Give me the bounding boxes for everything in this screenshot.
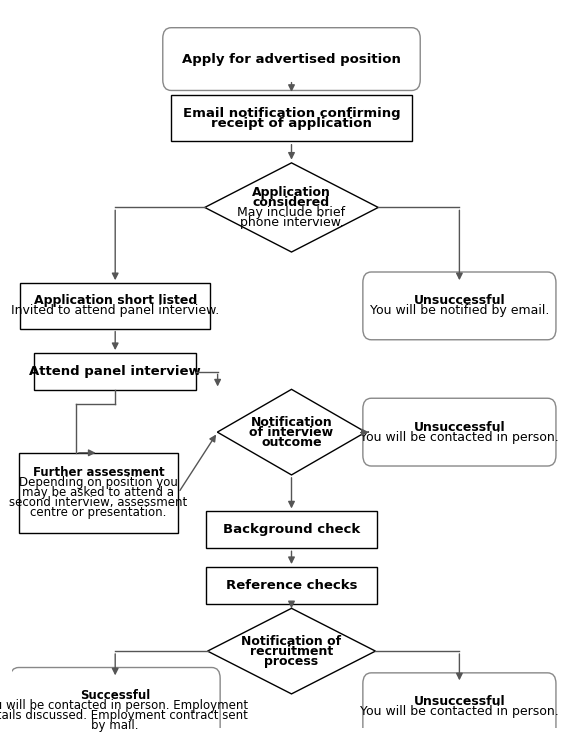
Text: Notification of: Notification of <box>241 635 342 648</box>
Text: by mail.: by mail. <box>92 718 139 732</box>
Text: Background check: Background check <box>223 523 360 536</box>
Text: considered: considered <box>253 196 330 209</box>
FancyBboxPatch shape <box>171 95 412 141</box>
Text: May include brief: May include brief <box>237 206 346 219</box>
FancyBboxPatch shape <box>363 272 556 340</box>
Text: Reference checks: Reference checks <box>226 579 357 592</box>
Text: Application short listed: Application short listed <box>34 294 197 308</box>
FancyBboxPatch shape <box>206 511 377 548</box>
FancyBboxPatch shape <box>20 282 210 329</box>
Text: You will be notified by email.: You will be notified by email. <box>370 305 549 317</box>
Text: Apply for advertised position: Apply for advertised position <box>182 53 401 65</box>
Text: Unsuccessful: Unsuccessful <box>413 695 505 708</box>
FancyBboxPatch shape <box>19 452 178 533</box>
Text: Invited to attend panel interview.: Invited to attend panel interview. <box>11 305 219 317</box>
Text: Unsuccessful: Unsuccessful <box>413 421 505 434</box>
Text: recruitment: recruitment <box>250 645 333 658</box>
Text: Successful: Successful <box>80 689 150 702</box>
Polygon shape <box>217 389 366 475</box>
FancyBboxPatch shape <box>363 673 556 741</box>
Text: You will be contacted in person. Employment: You will be contacted in person. Employm… <box>0 699 248 712</box>
Text: You will be contacted in person.: You will be contacted in person. <box>360 705 559 718</box>
Text: phone interview.: phone interview. <box>240 216 343 229</box>
Text: process: process <box>265 655 318 668</box>
FancyBboxPatch shape <box>206 567 377 604</box>
Text: Unsuccessful: Unsuccessful <box>413 294 505 308</box>
FancyBboxPatch shape <box>363 398 556 466</box>
Text: Attend panel interview: Attend panel interview <box>29 365 201 378</box>
Text: You will be contacted in person.: You will be contacted in person. <box>360 431 559 444</box>
Text: Email notification confirming: Email notification confirming <box>182 107 401 120</box>
Text: Depending on position you: Depending on position you <box>19 476 178 490</box>
Text: outcome: outcome <box>261 435 322 449</box>
Text: may be asked to attend a: may be asked to attend a <box>22 486 174 499</box>
Text: Further assessment: Further assessment <box>33 467 164 479</box>
Text: of interview: of interview <box>250 426 333 438</box>
Text: centre or presentation.: centre or presentation. <box>30 506 167 519</box>
Text: details discussed. Employment contract sent: details discussed. Employment contract s… <box>0 709 248 721</box>
Polygon shape <box>205 163 378 252</box>
Polygon shape <box>208 609 375 694</box>
Text: Notification: Notification <box>251 415 332 429</box>
FancyBboxPatch shape <box>34 353 196 390</box>
FancyBboxPatch shape <box>10 667 220 743</box>
FancyBboxPatch shape <box>163 27 420 91</box>
Text: receipt of application: receipt of application <box>211 117 372 130</box>
Text: second interview, assessment: second interview, assessment <box>9 496 188 509</box>
Text: Application: Application <box>252 186 331 199</box>
